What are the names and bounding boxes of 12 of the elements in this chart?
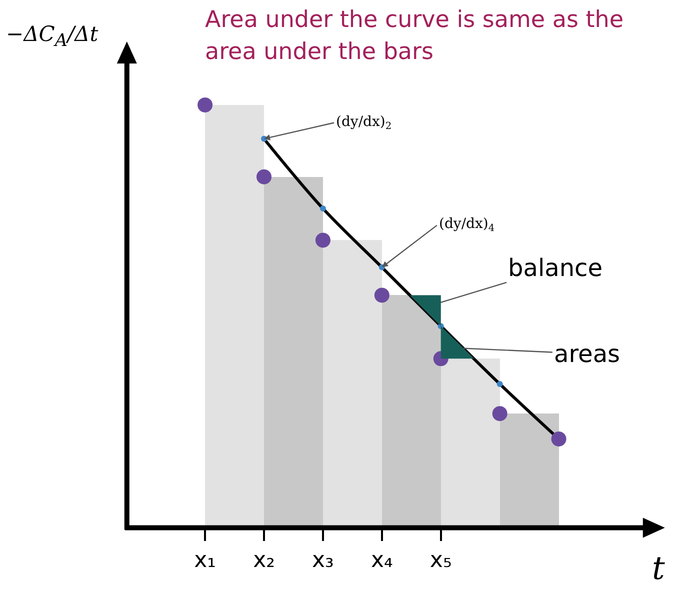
x-tick-label: x₅ [430, 548, 452, 574]
x-tick-label: x₁ [194, 548, 216, 574]
annotation: (dy/dx)$_{4}$ [439, 216, 495, 234]
annotation: balance [508, 254, 602, 282]
y-axis-title: −ΔC$_{A}$/Δt [6, 22, 98, 52]
chart-title: Area under the curve is same as the area under the bars [205, 6, 624, 67]
x-tick-label: x₄ [370, 548, 394, 574]
x-tick-label: x₂ [253, 548, 275, 574]
annotation: (dy/dx)$_{2}$ [336, 114, 392, 132]
x-axis-title: t [652, 549, 665, 587]
x-tick-label: x₃ [312, 548, 334, 574]
annotation: areas [554, 340, 620, 368]
